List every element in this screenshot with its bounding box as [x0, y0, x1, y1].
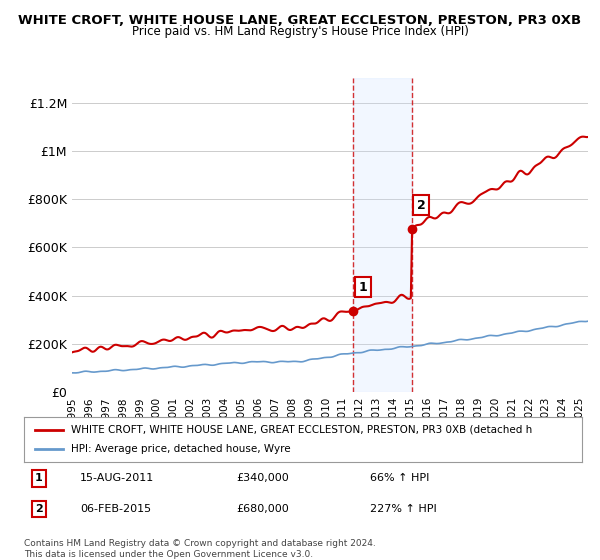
Text: 1: 1 — [358, 281, 367, 293]
Text: This data is licensed under the Open Government Licence v3.0.: This data is licensed under the Open Gov… — [24, 550, 313, 559]
Text: Contains HM Land Registry data © Crown copyright and database right 2024.: Contains HM Land Registry data © Crown c… — [24, 539, 376, 548]
Text: 227% ↑ HPI: 227% ↑ HPI — [370, 504, 437, 514]
Text: 15-AUG-2011: 15-AUG-2011 — [80, 473, 154, 483]
Text: 66% ↑ HPI: 66% ↑ HPI — [370, 473, 430, 483]
Text: £680,000: £680,000 — [236, 504, 289, 514]
Text: 2: 2 — [35, 504, 43, 514]
Bar — [353, 78, 412, 392]
Text: £340,000: £340,000 — [236, 473, 289, 483]
Text: 06-FEB-2015: 06-FEB-2015 — [80, 504, 151, 514]
Text: 1: 1 — [35, 473, 43, 483]
Text: WHITE CROFT, WHITE HOUSE LANE, GREAT ECCLESTON, PRESTON, PR3 0XB: WHITE CROFT, WHITE HOUSE LANE, GREAT ECC… — [19, 14, 581, 27]
Text: Price paid vs. HM Land Registry's House Price Index (HPI): Price paid vs. HM Land Registry's House … — [131, 25, 469, 38]
Text: 2: 2 — [417, 199, 426, 212]
Text: HPI: Average price, detached house, Wyre: HPI: Average price, detached house, Wyre — [71, 445, 291, 455]
Text: WHITE CROFT, WHITE HOUSE LANE, GREAT ECCLESTON, PRESTON, PR3 0XB (detached h: WHITE CROFT, WHITE HOUSE LANE, GREAT ECC… — [71, 424, 533, 435]
